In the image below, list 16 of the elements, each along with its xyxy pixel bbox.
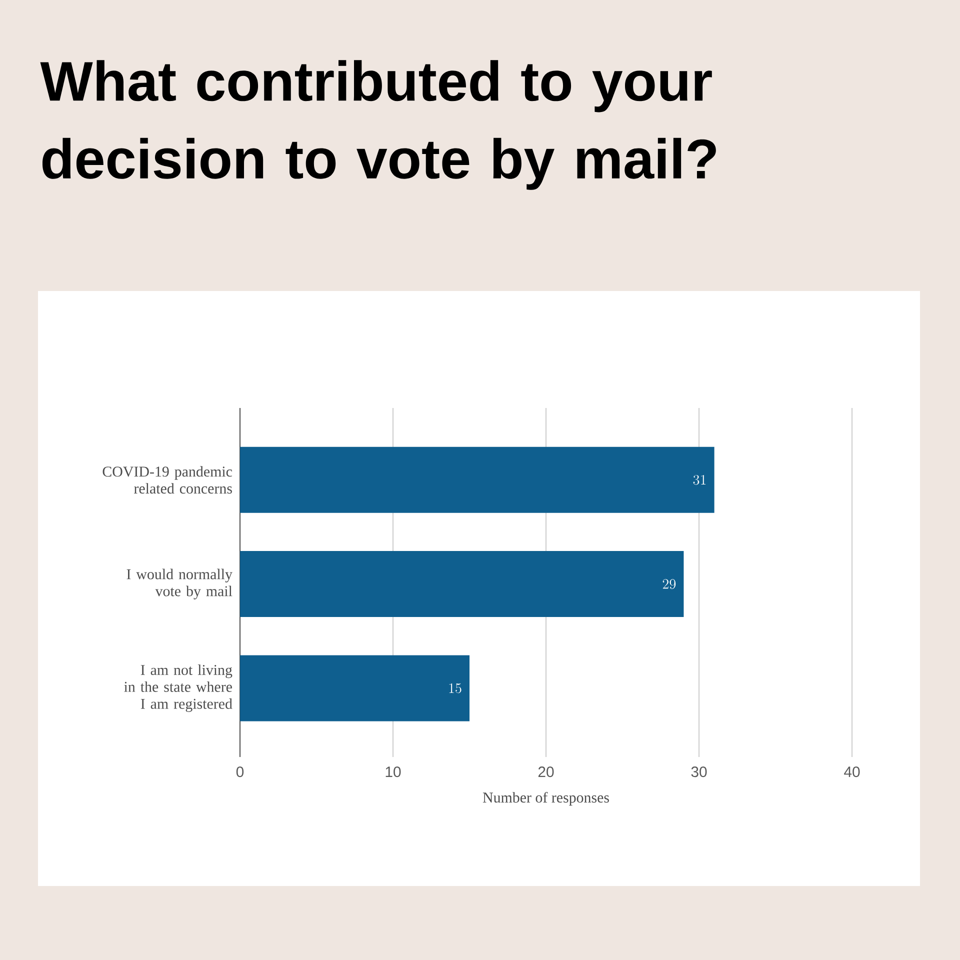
x-tick-label: 10 (386, 766, 401, 778)
x-tick-label: 20 (538, 766, 554, 778)
y-tick-label: COVID-19 pandemic related concerns (102, 466, 232, 494)
data-label: 29 (662, 579, 676, 589)
data-label: 31 (693, 474, 706, 485)
bar (240, 655, 470, 722)
y-tick-label: I am not living in the state where I am registered (124, 664, 232, 712)
y-tick-label: I would normally vote by mail (126, 568, 232, 600)
x-tick-label: 30 (691, 766, 707, 778)
x-tick-label: 40 (844, 766, 860, 778)
x-tick-label: 0 (236, 766, 244, 778)
x-axis-title: Number of responses (482, 792, 609, 806)
chart-title: What contributed to your decision to vote by mail? (40, 60, 716, 190)
bar (240, 446, 714, 513)
data-label: 15 (449, 683, 462, 694)
bar (240, 551, 684, 618)
